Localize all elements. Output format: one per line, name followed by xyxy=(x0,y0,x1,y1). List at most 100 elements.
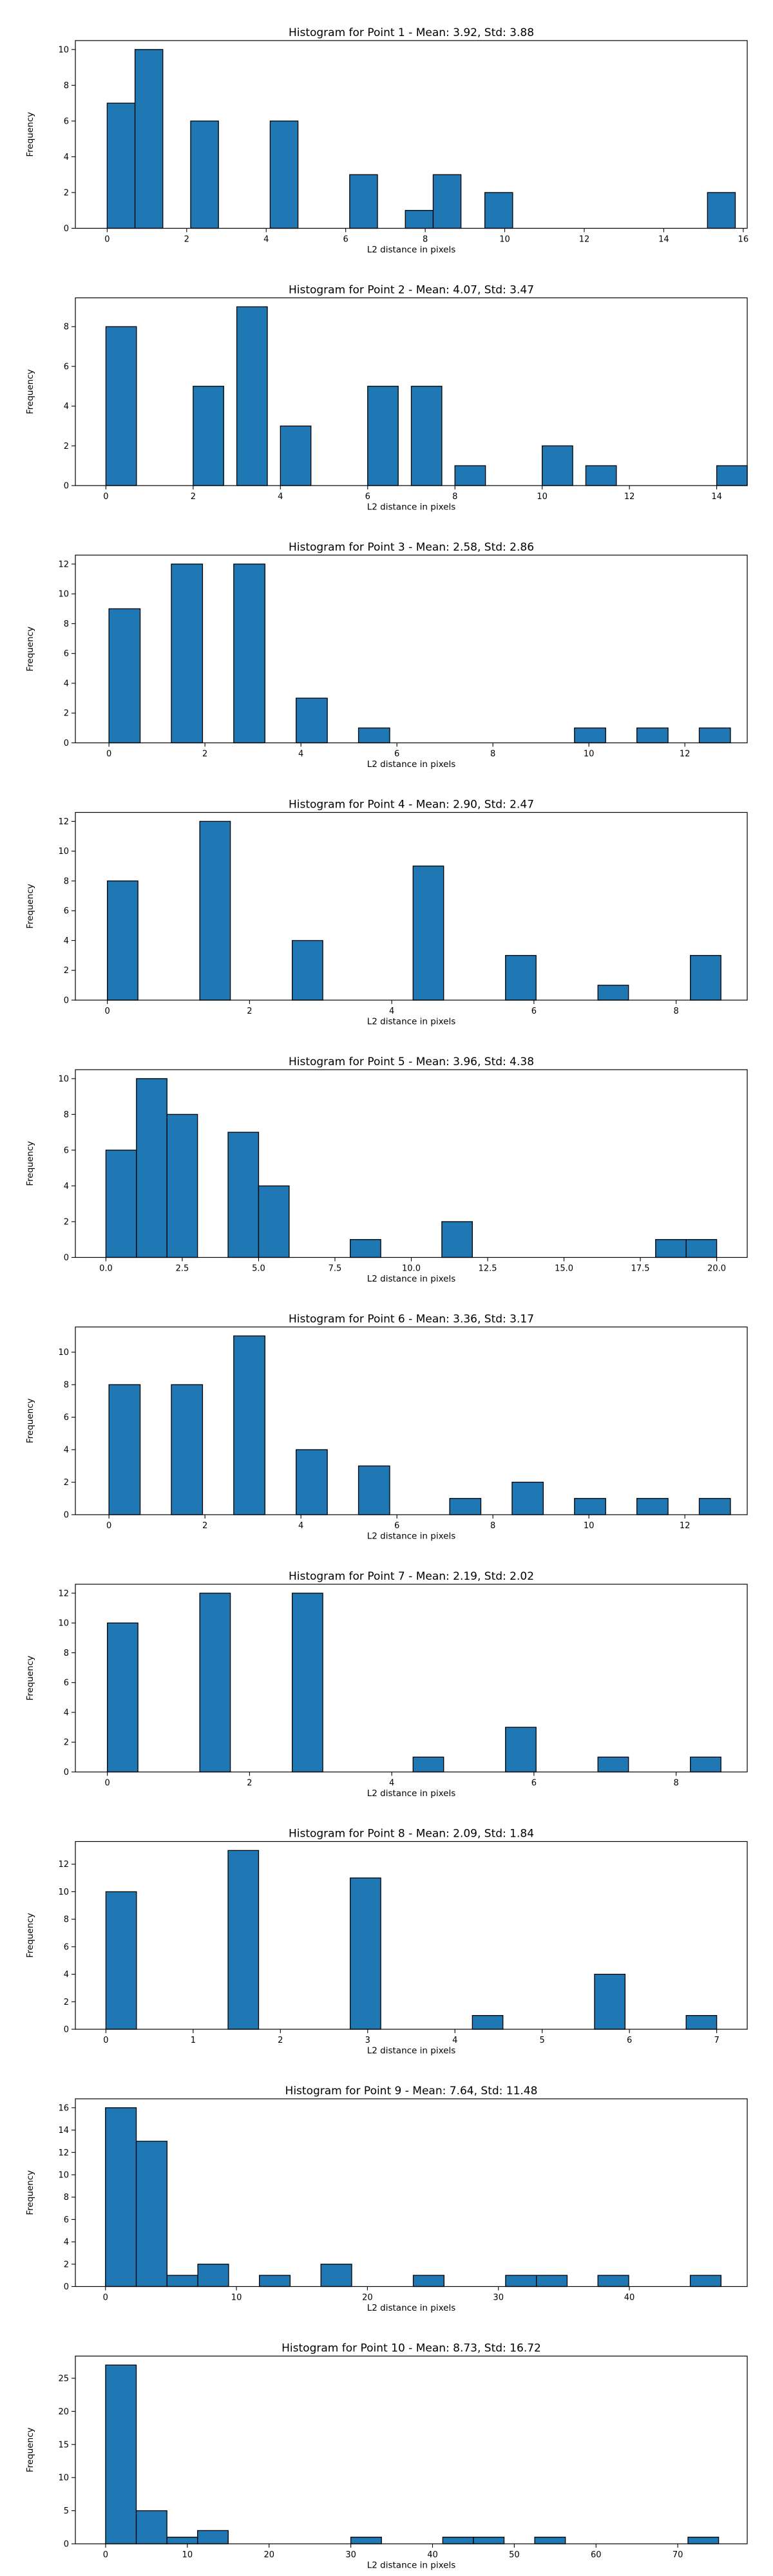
histogram-bar xyxy=(134,49,164,229)
histogram-bar xyxy=(233,1335,265,1515)
histogram-bar xyxy=(199,1593,231,1773)
histogram-bar xyxy=(105,1150,137,1258)
y-tick-label: 0 xyxy=(64,2025,69,2035)
histogram-bar xyxy=(350,1239,381,1258)
x-tick-label: 15.0 xyxy=(555,1264,573,1274)
x-tick-label: 6 xyxy=(343,235,348,245)
histogram-bar xyxy=(707,192,736,229)
histogram-bar xyxy=(197,2530,229,2544)
y-tick-label: 2 xyxy=(64,1478,69,1488)
chart-title: Histogram for Point 9 - Mean: 7.64, Std:… xyxy=(285,2085,538,2098)
histogram-bar xyxy=(505,1727,537,1773)
x-tick-label: 8 xyxy=(423,235,428,245)
histogram-panel: Histogram for Point 9 - Mean: 7.64, Std:… xyxy=(25,2085,748,2313)
y-axis-label: Frequency xyxy=(25,627,35,672)
y-tick-label: 6 xyxy=(64,649,69,659)
y-tick-label: 10 xyxy=(58,590,69,600)
chart-title: Histogram for Point 4 - Mean: 2.90, Std:… xyxy=(289,799,534,811)
x-tick-label: 10.0 xyxy=(402,1264,421,1274)
x-tick-label: 0 xyxy=(103,2036,108,2045)
histogram-bar xyxy=(280,425,312,486)
x-tick-label: 8 xyxy=(673,1007,678,1016)
x-axis-label: L2 distance in pixels xyxy=(367,502,455,513)
histogram-bar xyxy=(441,1221,473,1258)
x-tick-label: 6 xyxy=(531,1779,537,1788)
x-tick-label: 20.0 xyxy=(707,1264,726,1274)
histogram-panel: Histogram for Point 3 - Mean: 2.58, Std:… xyxy=(25,541,748,770)
x-tick-label: 10 xyxy=(537,492,548,502)
x-tick-label: 0 xyxy=(103,2293,108,2303)
x-tick-label: 0 xyxy=(106,750,111,759)
y-tick-label: 8 xyxy=(64,1381,69,1390)
x-tick-label: 7 xyxy=(714,2036,719,2045)
x-tick-label: 4 xyxy=(278,492,283,502)
y-tick-label: 0 xyxy=(64,739,69,748)
plot-frame xyxy=(75,1841,748,2030)
histogram-bar xyxy=(636,727,669,744)
y-tick-label: 0 xyxy=(64,482,69,491)
histogram-bar xyxy=(698,727,731,744)
x-tick-label: 70 xyxy=(673,2550,683,2560)
x-tick-label: 5.0 xyxy=(252,1264,265,1274)
histogram-bar xyxy=(597,2275,629,2287)
y-axis-label: Frequency xyxy=(25,2170,35,2215)
x-tick-label: 3 xyxy=(365,2036,370,2045)
x-tick-label: 10 xyxy=(231,2293,242,2303)
chart-title: Histogram for Point 7 - Mean: 2.19, Std:… xyxy=(289,1570,534,1583)
histogram-bar xyxy=(136,1078,167,1258)
histogram-bar xyxy=(534,2537,566,2544)
histogram-bar xyxy=(349,174,378,229)
histogram-bar xyxy=(105,326,137,486)
x-axis-label: L2 distance in pixels xyxy=(367,1788,455,1799)
x-tick-label: 60 xyxy=(591,2550,602,2560)
histogram-bar xyxy=(412,866,444,1001)
x-tick-label: 10 xyxy=(584,750,595,759)
x-axis-label: L2 distance in pixels xyxy=(367,1274,455,1284)
x-tick-label: 2.5 xyxy=(176,1264,189,1274)
y-tick-label: 4 xyxy=(64,402,69,412)
histogram-bar xyxy=(105,2107,137,2287)
plot-frame xyxy=(75,2355,748,2544)
x-tick-label: 4 xyxy=(452,2036,457,2045)
histogram-bar xyxy=(442,2537,474,2544)
x-tick-label: 10 xyxy=(182,2550,193,2560)
y-axis-label: Frequency xyxy=(25,112,35,157)
x-tick-label: 30 xyxy=(345,2550,356,2560)
histogram-bar xyxy=(412,1756,444,1773)
x-tick-label: 6 xyxy=(531,1007,537,1016)
x-tick-label: 2 xyxy=(184,235,189,245)
histogram-panel: Histogram for Point 4 - Mean: 2.90, Std:… xyxy=(25,799,748,1027)
histogram-bar xyxy=(636,1498,669,1515)
histogram-bar xyxy=(585,465,617,486)
y-axis-label: Frequency xyxy=(25,1913,35,1958)
y-tick-label: 6 xyxy=(64,1413,69,1423)
x-tick-label: 7.5 xyxy=(329,1264,342,1274)
histogram-bar xyxy=(505,954,537,1001)
histogram-bar xyxy=(199,820,231,1001)
y-tick-label: 2 xyxy=(64,1217,69,1227)
x-tick-label: 17.5 xyxy=(631,1264,650,1274)
y-tick-label: 8 xyxy=(64,1915,69,1925)
histogram-bar xyxy=(291,1593,323,1773)
histogram-bar xyxy=(687,2537,720,2544)
histogram-bar xyxy=(166,2537,198,2544)
histogram-bar xyxy=(171,1384,204,1515)
histogram-bar xyxy=(574,1498,606,1515)
histogram-bar xyxy=(236,306,268,486)
y-tick-label: 0 xyxy=(64,1253,69,1263)
y-tick-label: 15 xyxy=(58,2440,69,2450)
x-tick-label: 30 xyxy=(493,2293,504,2303)
histogram-bar xyxy=(689,2275,721,2287)
x-tick-label: 20 xyxy=(362,2293,373,2303)
y-tick-label: 6 xyxy=(64,362,69,372)
x-axis-label: L2 distance in pixels xyxy=(367,759,455,770)
y-tick-label: 12 xyxy=(58,2148,69,2158)
x-tick-label: 0 xyxy=(105,1779,110,1788)
y-tick-label: 4 xyxy=(64,1970,69,1980)
y-tick-label: 0 xyxy=(64,996,69,1006)
histogram-bar xyxy=(685,1239,718,1258)
y-tick-label: 2 xyxy=(64,1998,69,2007)
histogram-bar xyxy=(190,120,219,229)
histogram-panel: Histogram for Point 6 - Mean: 3.36, Std:… xyxy=(25,1313,748,1542)
y-tick-label: 2 xyxy=(64,966,69,976)
